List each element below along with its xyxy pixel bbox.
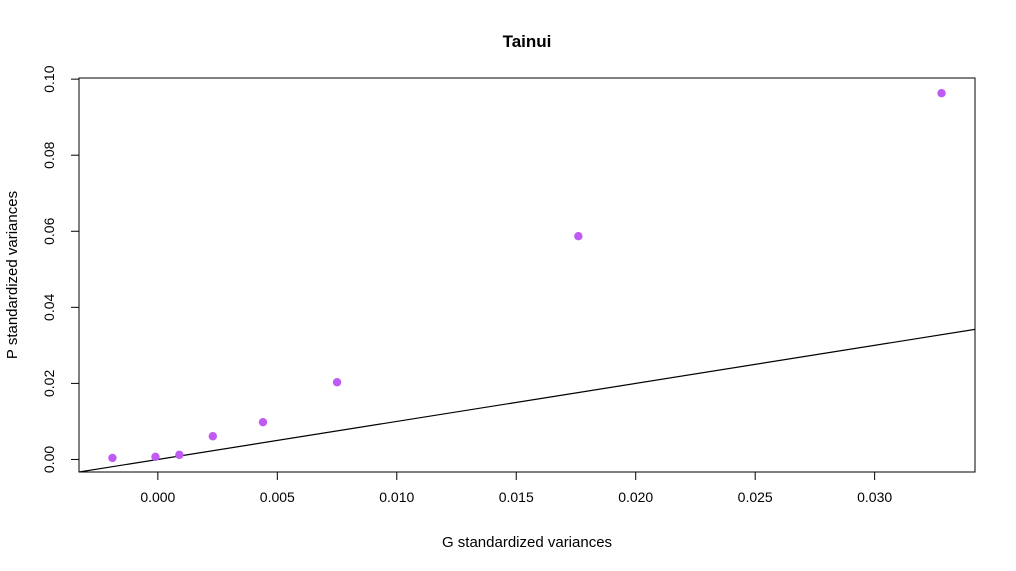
plot-frame <box>78 77 976 473</box>
x-tick-label: 0.030 <box>857 489 892 505</box>
x-axis: 0.000 0.005 0.010 0.015 0.020 0.025 0.030 <box>140 471 892 505</box>
x-tick-label: 0.005 <box>260 489 295 505</box>
chart-title: Tainui <box>503 32 552 51</box>
y-tick-label: 0.02 <box>41 370 57 397</box>
data-point <box>258 417 268 427</box>
data-point <box>108 453 117 463</box>
reference-line <box>79 328 975 472</box>
y-tick-label: 0.08 <box>41 141 57 168</box>
data-point <box>332 378 342 387</box>
y-tick-label: 0.10 <box>41 65 57 92</box>
plot-area <box>79 89 975 472</box>
x-tick-label: 0.015 <box>499 489 534 505</box>
y-axis-label: P standardized variances <box>4 191 21 359</box>
data-point <box>208 432 218 441</box>
data-point <box>151 452 160 461</box>
x-axis-label: G standardized variances <box>442 534 612 551</box>
x-tick-label: 0.020 <box>618 489 653 505</box>
y-tick-label: 0.04 <box>41 293 57 320</box>
y-axis: 0.00 0.02 0.04 0.06 0.08 0.10 <box>41 65 80 473</box>
x-tick-label: 0.000 <box>140 489 175 505</box>
data-point <box>937 89 946 98</box>
data-point <box>175 450 184 460</box>
data-point <box>574 232 583 241</box>
y-tick-label: 0.00 <box>41 446 57 473</box>
y-tick-label: 0.06 <box>41 217 57 244</box>
x-tick-label: 0.025 <box>738 489 773 505</box>
x-tick-label: 0.010 <box>379 489 414 505</box>
